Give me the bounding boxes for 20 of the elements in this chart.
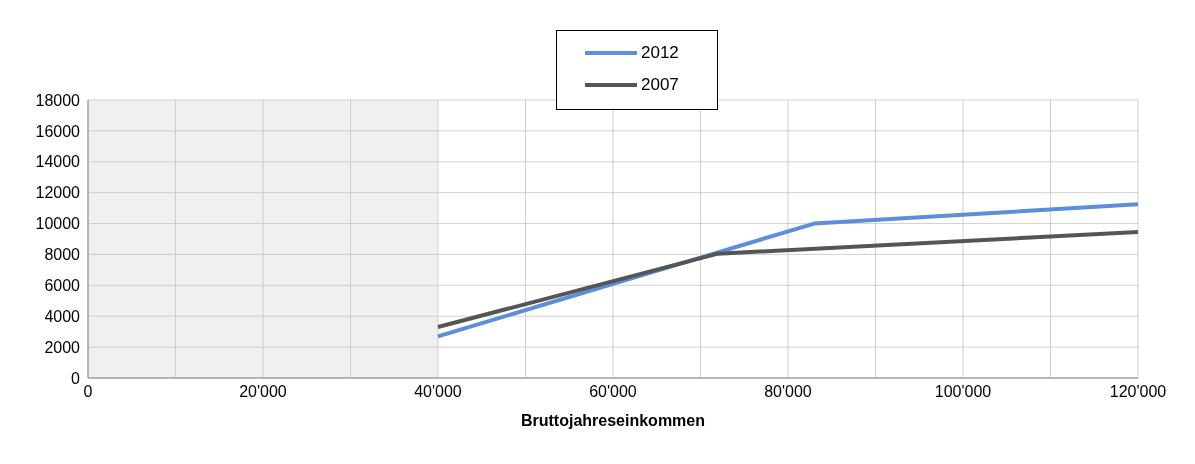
x-tick-label: 120'000 [1109, 383, 1167, 401]
y-tick-label: 4000 [44, 307, 81, 325]
x-axis-title: Bruttojahreseinkommen [520, 412, 706, 429]
legend-label: 2007 [641, 75, 679, 95]
x-tick-label: 40'000 [414, 383, 462, 401]
y-tick-label: 6000 [44, 277, 81, 295]
y-tick-label: 0 [71, 369, 81, 387]
y-tick-label: 2000 [44, 338, 81, 356]
y-tick-label: 10000 [35, 215, 81, 233]
x-tick-label: 60'000 [589, 383, 637, 401]
legend-label: 2012 [641, 43, 679, 63]
y-tick-label: 12000 [35, 184, 81, 202]
x-tick-label: 20'000 [239, 383, 287, 401]
x-tick-label: 80'000 [764, 383, 812, 401]
y-tick-label: 16000 [35, 122, 81, 140]
x-tick-label: 0 [83, 383, 93, 401]
y-tick-label: 18000 [35, 91, 81, 109]
y-tick-label: 14000 [35, 153, 81, 171]
y-tick-label: 8000 [44, 246, 81, 264]
x-tick-label: 100'000 [934, 383, 992, 401]
